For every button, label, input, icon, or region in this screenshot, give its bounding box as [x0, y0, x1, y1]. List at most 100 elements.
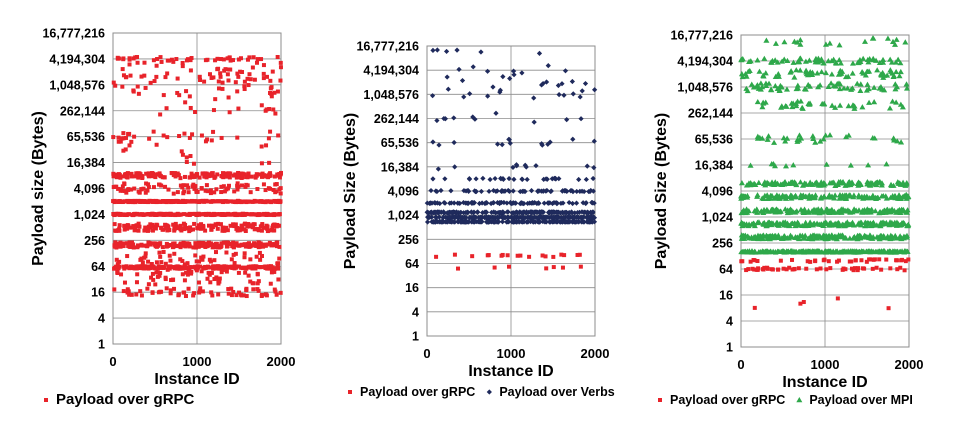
data-point	[127, 131, 132, 136]
data-point	[488, 209, 495, 216]
data-point	[265, 229, 270, 234]
data-point	[826, 132, 833, 138]
data-point	[465, 218, 472, 225]
data-point	[221, 57, 226, 62]
data-point	[231, 173, 236, 178]
data-point	[232, 189, 237, 194]
data-point	[224, 199, 229, 204]
data-point	[511, 72, 517, 78]
data-point	[208, 188, 213, 193]
data-point	[247, 72, 252, 77]
data-point	[242, 242, 247, 247]
data-point	[237, 290, 242, 295]
data-point	[189, 55, 194, 60]
data-point	[585, 219, 591, 225]
data-point	[796, 55, 803, 62]
data-point	[147, 172, 152, 177]
data-point	[224, 225, 229, 230]
data-point	[171, 241, 176, 246]
data-point	[798, 301, 803, 306]
data-point	[122, 181, 127, 186]
data-point	[274, 240, 279, 245]
data-point	[436, 219, 442, 225]
data-point	[809, 71, 816, 77]
data-point	[797, 41, 804, 47]
data-point	[254, 60, 259, 65]
data-point	[513, 162, 520, 168]
data-point	[870, 266, 875, 271]
data-point	[272, 213, 277, 218]
data-point	[147, 266, 152, 271]
data-point	[895, 267, 900, 272]
data-point	[265, 211, 270, 216]
data-point	[224, 250, 229, 255]
data-point	[255, 199, 260, 204]
data-point	[171, 199, 176, 204]
data-point	[244, 211, 249, 216]
data-point	[197, 74, 202, 79]
data-point	[161, 199, 166, 204]
data-point	[219, 212, 224, 217]
data-point	[871, 84, 878, 90]
data-point	[430, 47, 436, 53]
data-point	[906, 257, 911, 262]
data-point	[125, 287, 130, 292]
data-point	[427, 214, 433, 220]
data-point	[828, 266, 833, 271]
data-point	[837, 67, 844, 73]
data-point	[127, 292, 132, 297]
data-point	[566, 219, 572, 225]
data-point	[864, 259, 869, 264]
data-point	[120, 136, 125, 141]
data-point	[575, 214, 581, 220]
data-point	[190, 175, 195, 180]
data-point	[167, 253, 172, 258]
data-point	[813, 248, 820, 255]
data-point	[832, 83, 839, 89]
y-tick-label: 4	[98, 312, 105, 326]
data-point	[766, 235, 773, 242]
data-point	[186, 185, 191, 190]
data-point	[740, 233, 747, 239]
data-point	[463, 215, 469, 221]
data-point	[208, 280, 213, 285]
data-point	[460, 214, 466, 221]
data-point	[149, 275, 154, 280]
data-point	[182, 242, 187, 247]
data-point	[239, 183, 244, 188]
data-point	[231, 58, 236, 63]
data-point	[166, 224, 171, 229]
data-point	[182, 278, 187, 283]
data-point	[461, 187, 467, 194]
data-point	[763, 37, 770, 43]
data-point	[114, 175, 119, 180]
data-point	[247, 264, 252, 269]
data-point	[426, 200, 433, 206]
data-point	[766, 233, 773, 239]
data-point	[768, 87, 775, 93]
data-point	[158, 199, 163, 204]
data-point	[509, 210, 515, 216]
data-point	[253, 212, 258, 217]
data-point	[207, 199, 212, 204]
data-point	[505, 209, 511, 215]
data-point	[125, 175, 130, 180]
data-point	[518, 253, 523, 258]
data-point	[141, 186, 146, 191]
data-point	[465, 200, 471, 207]
data-point	[547, 139, 553, 145]
data-point	[740, 259, 745, 264]
data-point	[519, 200, 525, 206]
data-point	[122, 223, 127, 228]
data-point	[175, 190, 180, 195]
data-point	[492, 265, 497, 270]
data-point	[587, 214, 593, 220]
data-point	[158, 265, 163, 270]
data-point	[448, 188, 454, 194]
data-point	[121, 244, 126, 249]
data-point	[429, 93, 436, 99]
data-point	[854, 80, 861, 86]
data-point	[470, 64, 476, 70]
data-point	[788, 100, 795, 106]
data-point	[153, 282, 158, 287]
